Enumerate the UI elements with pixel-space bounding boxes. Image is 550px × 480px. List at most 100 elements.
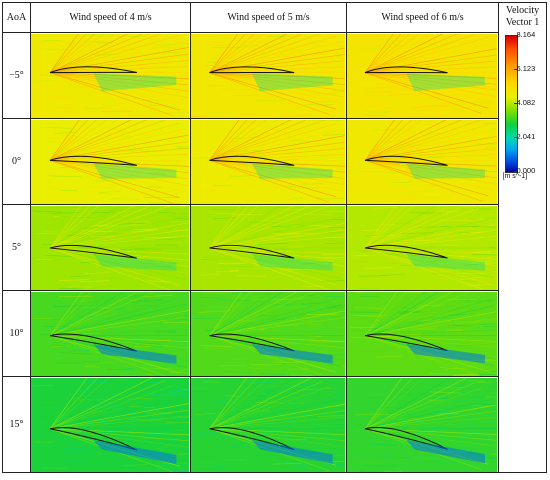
flow-streak — [426, 104, 451, 106]
flow-streak — [135, 116, 153, 118]
panel-aoa-15-5ms — [190, 376, 347, 473]
fan-ray — [209, 291, 261, 336]
flow-streak — [89, 271, 114, 274]
fan-ray — [49, 427, 189, 435]
flow-field-image — [191, 377, 345, 472]
colorbar-wrap: 8.164 6.123 4.082 2.041 0.000 [m s^-1] — [500, 31, 546, 181]
fan-ray — [209, 35, 337, 73]
fan-ray — [364, 119, 434, 161]
fan-ray — [209, 216, 343, 248]
fan-ray — [364, 71, 489, 109]
fan-ray — [209, 205, 311, 248]
flow-streak — [191, 317, 225, 319]
flow-streak — [122, 463, 149, 466]
flow-streak — [480, 104, 497, 106]
fan-ray — [209, 241, 345, 248]
flow-streak — [428, 89, 448, 91]
flow-streak — [40, 126, 72, 129]
flow-streak — [483, 325, 497, 327]
flow-streak — [38, 40, 61, 42]
flow-streak — [64, 130, 89, 132]
fan-ray — [364, 71, 495, 103]
fan-ray — [364, 334, 482, 376]
flow-streak — [450, 252, 484, 254]
fan-ray — [49, 377, 88, 429]
flow-streak — [484, 396, 497, 398]
panel-aoa-10-4ms — [30, 290, 191, 377]
fan-ray — [209, 427, 345, 435]
flow-streak — [471, 276, 497, 278]
fan-ray — [364, 291, 427, 336]
fan-ray — [49, 291, 155, 336]
wake-region — [251, 343, 333, 363]
fan-ray — [364, 377, 437, 429]
airfoil-outline — [364, 155, 448, 166]
flow-streak — [205, 177, 239, 180]
flow-streak — [177, 147, 189, 149]
flow-streak — [207, 306, 234, 308]
flow-streak — [207, 60, 235, 63]
flow-streak — [48, 186, 69, 189]
fan-ray — [364, 129, 495, 161]
fan-ray — [209, 397, 343, 429]
fan-ray — [364, 416, 497, 429]
wake-region — [406, 73, 485, 91]
fan-ray — [364, 291, 398, 336]
fan-ray — [49, 71, 187, 105]
flow-streak — [37, 416, 53, 419]
fan-ray — [49, 247, 189, 274]
flow-streak — [278, 294, 299, 296]
flow-streak — [322, 133, 345, 136]
fan-ray — [364, 119, 447, 161]
flow-streak — [487, 256, 497, 258]
fan-ray — [49, 33, 162, 73]
flow-streak — [221, 265, 253, 267]
fan-ray — [49, 71, 174, 116]
fan-ray — [364, 54, 497, 73]
flow-streak — [99, 190, 122, 193]
flow-streak — [363, 94, 393, 96]
fan-ray — [209, 205, 295, 248]
flow-streak — [404, 167, 437, 169]
fan-ray — [364, 71, 482, 114]
flow-streak — [147, 52, 169, 55]
fan-ray — [364, 291, 439, 336]
flow-streak — [129, 418, 161, 420]
fan-ray — [49, 291, 139, 336]
flow-streak — [118, 164, 152, 167]
fan-ray — [364, 33, 477, 73]
flow-streak — [159, 275, 188, 278]
flow-streak — [194, 412, 216, 415]
flow-streak — [53, 40, 75, 43]
fan-ray — [364, 60, 497, 73]
panel-aoa-5-5ms — [190, 204, 347, 291]
flow-streak — [179, 277, 189, 279]
fan-ray — [364, 323, 497, 336]
fan-ray — [364, 205, 405, 248]
flow-streak — [294, 125, 329, 127]
flow-streak — [119, 373, 153, 376]
flow-field-image — [31, 291, 189, 376]
flow-streak — [315, 197, 345, 199]
flow-streak — [453, 230, 471, 234]
flow-streak — [104, 356, 139, 359]
flow-streak — [364, 266, 394, 269]
fan-ray — [209, 415, 345, 429]
flow-streak — [85, 107, 105, 109]
row-label-aoa-0: 0° — [2, 118, 31, 205]
fan-ray — [49, 119, 80, 161]
flow-streak — [396, 177, 417, 180]
fan-ray — [364, 205, 467, 248]
fan-ray — [49, 205, 151, 248]
fan-ray — [49, 59, 189, 73]
fan-ray — [49, 334, 167, 376]
fan-ray — [364, 211, 489, 248]
flow-streak — [430, 372, 449, 375]
flow-streak — [489, 390, 497, 392]
fan-ray — [49, 415, 189, 429]
flow-streak — [410, 316, 428, 318]
fan-ray — [49, 33, 129, 73]
flow-streak — [40, 186, 69, 188]
fan-ray — [49, 291, 83, 336]
fan-ray — [364, 66, 497, 73]
